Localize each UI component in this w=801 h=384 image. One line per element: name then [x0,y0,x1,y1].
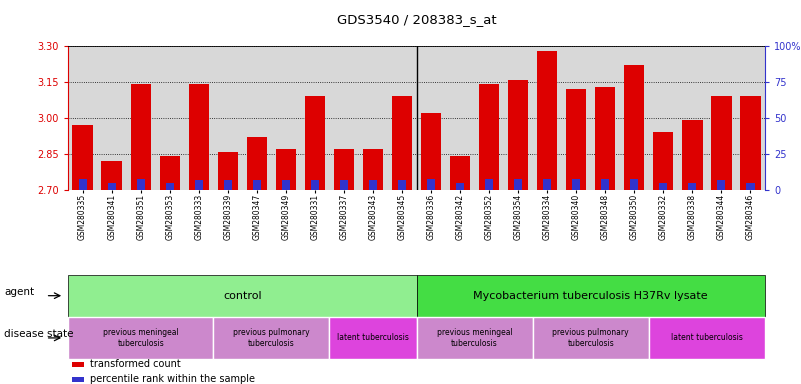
Bar [363,149,383,190]
Bar [71,376,84,382]
Bar [514,179,522,190]
Bar [107,183,115,190]
Text: control: control [223,291,262,301]
Bar [340,180,348,190]
Bar [223,180,231,190]
Bar [71,362,84,367]
Bar [72,125,93,190]
Bar [137,179,145,190]
Text: disease state: disease state [4,329,74,339]
Bar [508,79,529,190]
Bar [653,132,674,190]
Bar [195,180,203,190]
Bar [188,84,209,190]
Bar [485,179,493,190]
Bar [456,183,464,190]
Bar [166,183,174,190]
Bar [543,179,551,190]
Bar [131,84,151,190]
Bar [218,152,238,190]
Bar [68,317,213,359]
Text: previous pulmonary
tuberculosis: previous pulmonary tuberculosis [233,328,310,348]
Bar [537,51,557,190]
Bar [711,96,731,190]
Bar [68,275,417,317]
Bar [102,161,122,190]
Bar [334,149,354,190]
Bar [649,317,765,359]
Text: percentile rank within the sample: percentile rank within the sample [91,374,256,384]
Bar [533,317,649,359]
Bar [479,84,499,190]
Text: latent tuberculosis: latent tuberculosis [671,333,743,343]
Bar [688,183,696,190]
Text: latent tuberculosis: latent tuberculosis [337,333,409,343]
Bar [427,179,435,190]
Text: GDS3540 / 208383_s_at: GDS3540 / 208383_s_at [336,13,497,26]
Bar [421,113,441,190]
Bar [566,89,586,190]
Bar [718,180,726,190]
Bar [304,96,325,190]
Text: agent: agent [4,287,34,297]
Bar [624,65,645,190]
Bar [253,180,261,190]
Bar [369,180,377,190]
Text: Mycobacterium tuberculosis H37Rv lysate: Mycobacterium tuberculosis H37Rv lysate [473,291,708,301]
Bar [747,183,755,190]
Bar [276,149,296,190]
Bar [329,317,417,359]
Bar [398,180,406,190]
Text: previous meningeal
tuberculosis: previous meningeal tuberculosis [437,328,513,348]
Bar [572,179,580,190]
Bar [659,183,667,190]
Bar [159,156,180,190]
Text: transformed count: transformed count [91,359,181,369]
Bar [417,275,765,317]
Bar [595,87,615,190]
Bar [282,180,290,190]
Bar [311,180,319,190]
Bar [78,179,87,190]
Bar [247,137,267,190]
Bar [392,96,413,190]
Text: previous meningeal
tuberculosis: previous meningeal tuberculosis [103,328,179,348]
Bar [450,156,470,190]
Bar [630,179,638,190]
Bar [602,179,610,190]
Text: previous pulmonary
tuberculosis: previous pulmonary tuberculosis [553,328,629,348]
Bar [213,317,329,359]
Bar [740,96,761,190]
Bar [682,121,702,190]
Bar [417,317,533,359]
